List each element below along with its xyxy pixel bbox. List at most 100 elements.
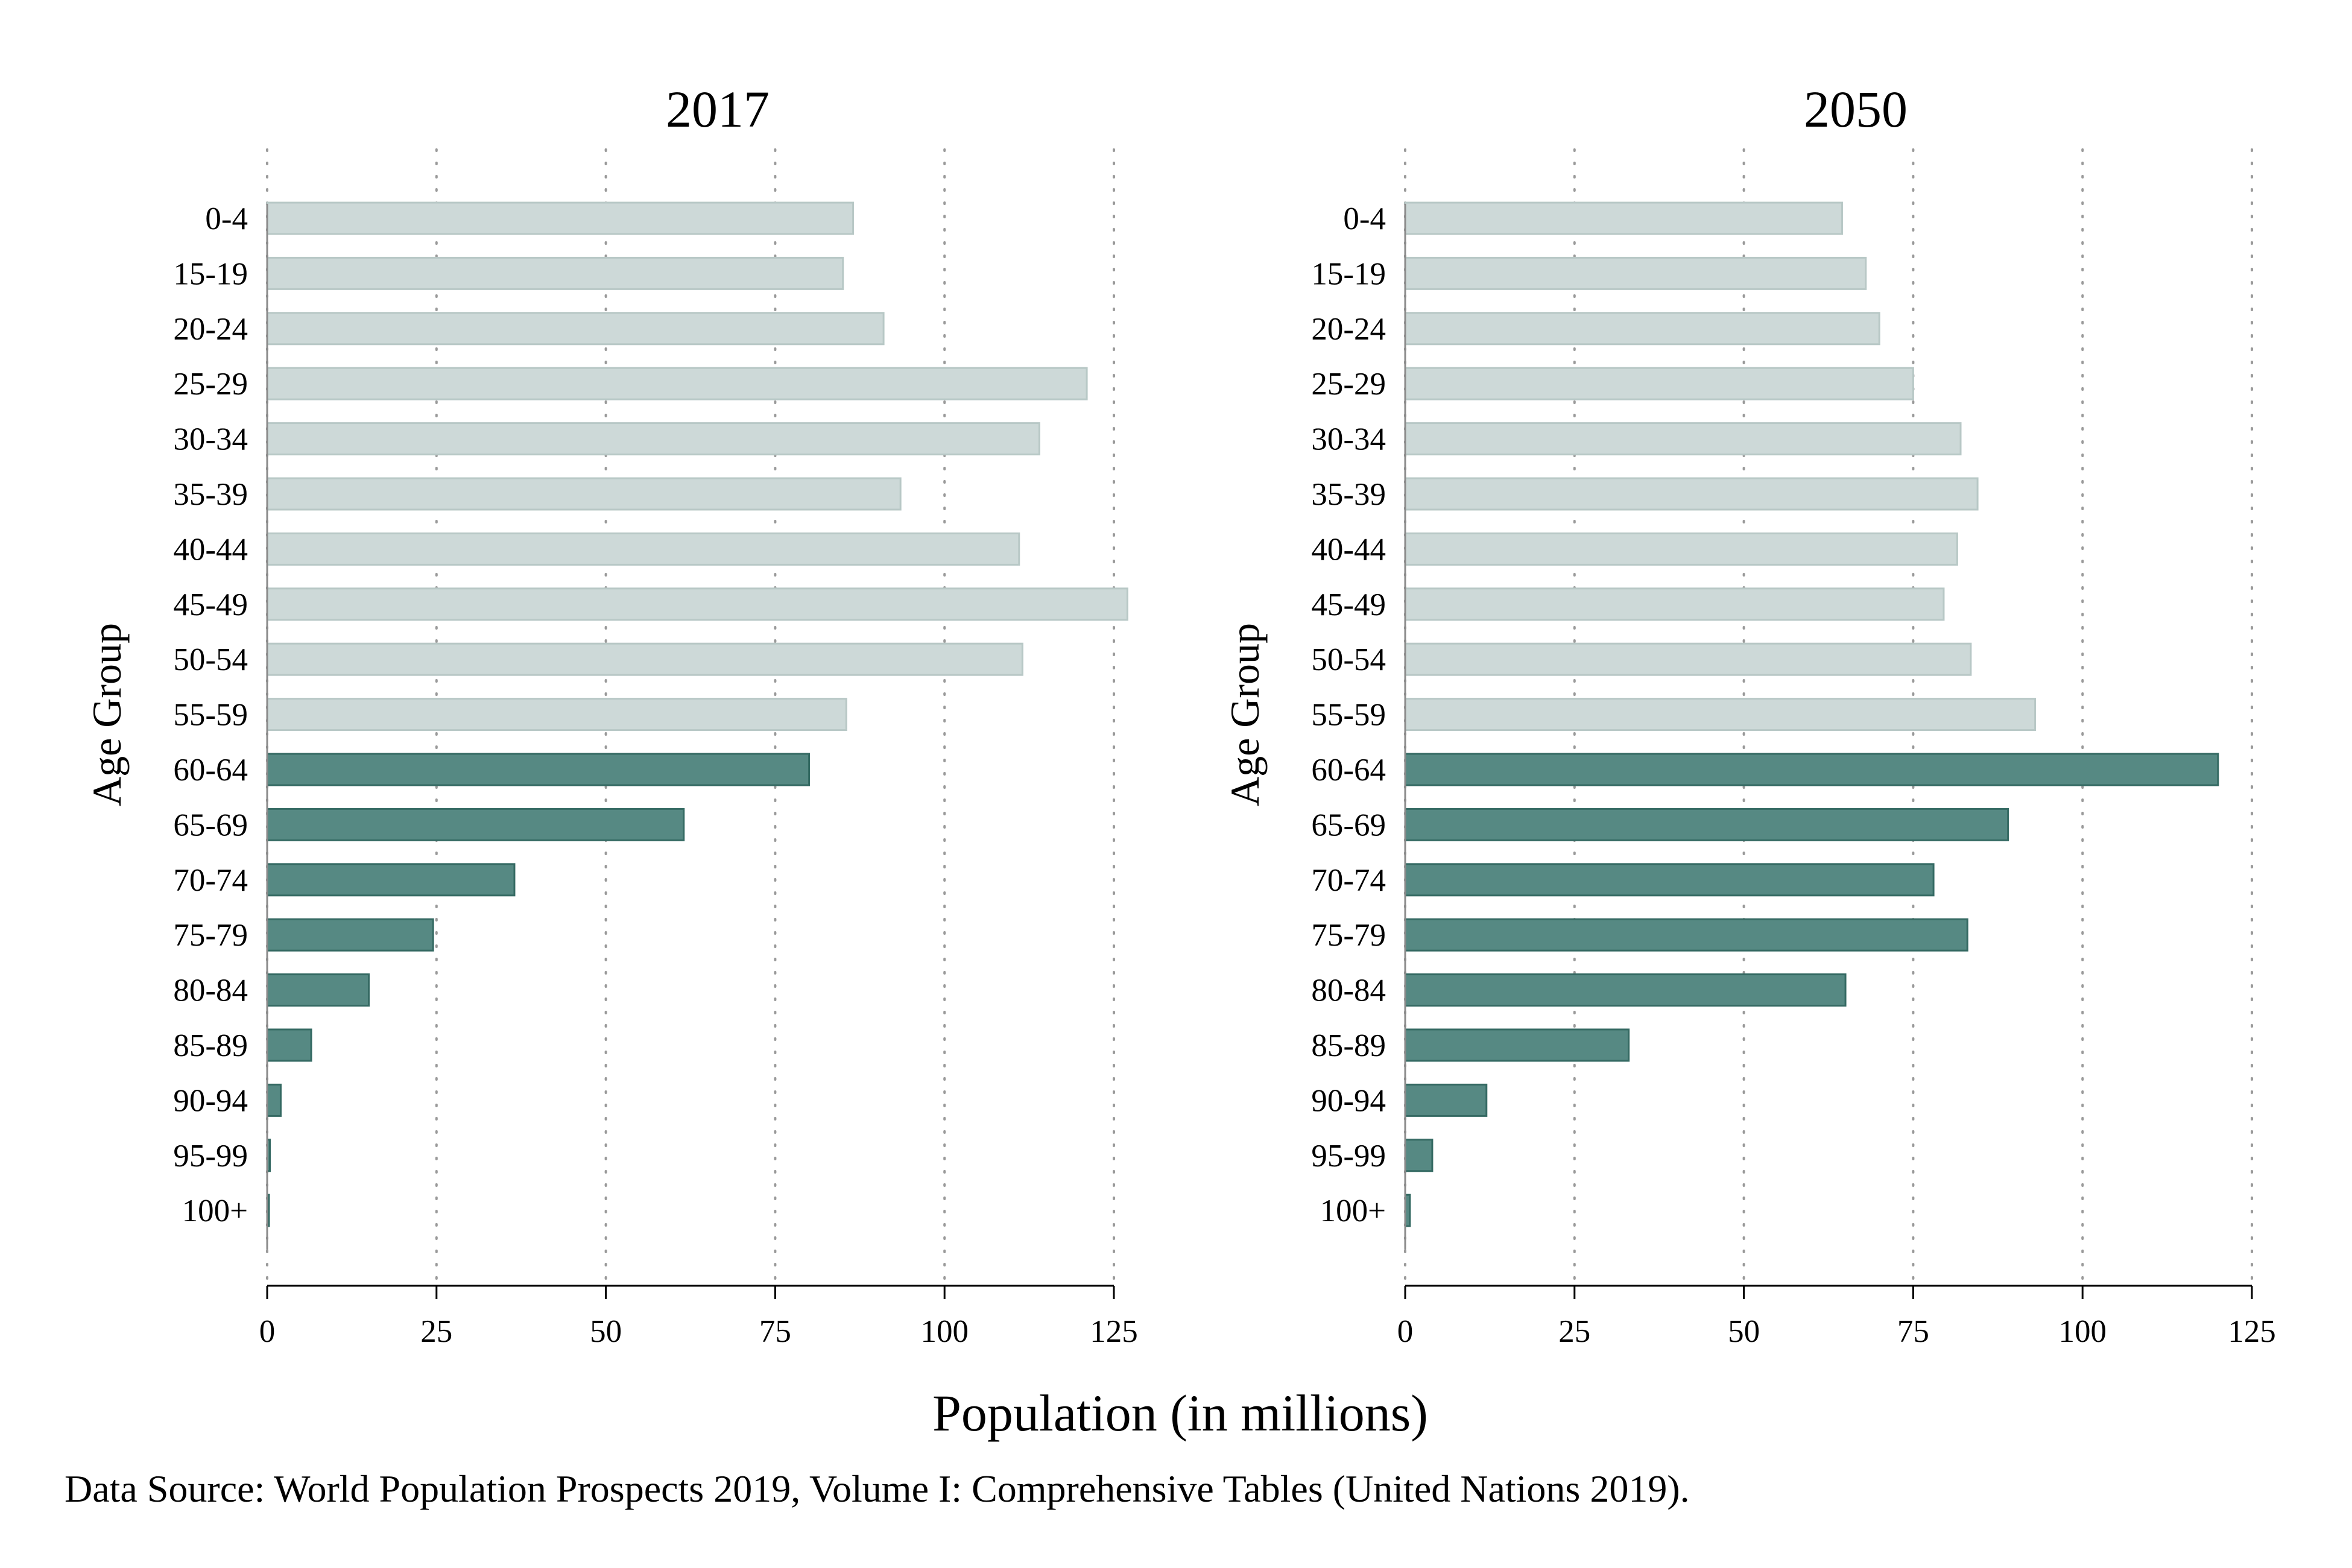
bar [1404,587,1945,621]
bar [266,532,1020,566]
bar [1404,1028,1630,1062]
y-tick-label: 35-39 [173,477,248,512]
bar [266,698,847,732]
bar [266,1028,312,1062]
bar [266,312,885,346]
y-tick-label: 15-19 [173,256,248,291]
x-tick-label: 100 [2058,1314,2107,1349]
panel-2017: 2017 Age Group 0-4 15-19 20-24 25-29 30-34 35… [84,80,1138,1349]
bar [1404,256,1867,290]
bar [1404,753,2219,786]
x-tick-label: 50 [1728,1314,1760,1349]
y-axis-label: Age Group [1222,623,1268,806]
bar [266,863,516,897]
axes [266,204,1115,1299]
y-tick-label: 30-34 [173,422,248,457]
bar [266,642,1023,676]
axes [1404,204,2253,1299]
bar [1404,532,1958,566]
bar [266,367,1088,400]
x-tick-label: 50 [590,1314,622,1349]
bar [266,753,811,786]
bar [266,587,1128,621]
y-tick-label: 0-4 [205,201,248,236]
y-tick-label: 20-24 [1311,312,1386,347]
y-tick-label: 60-64 [1311,753,1386,788]
y-tick-label: 55-59 [1311,698,1386,733]
bars [1404,201,2219,1227]
y-tick-label: 100+ [182,1193,248,1228]
bar [1404,698,2037,732]
y-tick-label: 75-79 [173,918,248,953]
bar [1404,1083,1488,1117]
y-tick-label: 80-84 [1311,973,1386,1008]
panel-title: 2017 [666,80,770,138]
x-tick-label: 75 [1897,1314,1929,1349]
x-axis-label: Population (in millions) [932,1384,1428,1442]
y-tick-label: 0-4 [1343,201,1386,236]
bar [266,256,844,290]
x-tick-label: 25 [1558,1314,1590,1349]
x-tick-label: 0 [259,1314,276,1349]
tick-labels: 0-4 15-19 20-24 25-29 30-34 35-39 40-44 45-49 50… [1311,201,2275,1349]
bar [1404,973,1847,1007]
y-tick-label: 100+ [1320,1193,1386,1228]
y-tick-label: 95-99 [1311,1139,1386,1174]
bar [1404,477,1979,511]
y-tick-label: 90-94 [173,1083,248,1118]
y-tick-label: 45-49 [1311,587,1386,622]
bars [266,201,1128,1227]
tick-labels: 0-4 15-19 20-24 25-29 30-34 35-39 40-44 45-49 50… [173,201,1137,1349]
y-tick-label: 60-64 [173,753,248,788]
bar [266,422,1040,456]
bar [1404,422,1962,456]
x-tick-label: 100 [920,1314,969,1349]
y-tick-label: 35-39 [1311,477,1386,512]
bar [266,973,370,1007]
y-tick-label: 95-99 [173,1139,248,1174]
panel-title: 2050 [1804,80,1908,138]
bar [266,918,434,952]
bar [1404,918,1968,952]
panel-2050: 2050 Age Group 0-4 15-19 20-24 25-29 30-34 35… [1222,80,2276,1349]
bar [1404,367,1914,400]
y-tick-label: 70-74 [1311,863,1386,898]
y-axis-label: Age Group [84,623,130,806]
x-tick-label: 125 [2228,1314,2276,1349]
data-source-note: Data Source: World Population Prospects … [65,1467,1690,1510]
x-tick-label: 125 [1090,1314,1138,1349]
y-tick-label: 50-54 [1311,642,1386,677]
bar [266,808,685,841]
bar [1404,642,1972,676]
x-tick-label: 25 [420,1314,452,1349]
y-tick-label: 65-69 [173,808,248,842]
bar [1404,1139,1434,1172]
y-tick-label: 90-94 [1311,1083,1386,1118]
y-tick-label: 70-74 [173,863,248,898]
y-tick-label: 55-59 [173,698,248,733]
bar [1404,201,1843,235]
bar [266,1083,282,1117]
y-tick-label: 25-29 [173,367,248,402]
y-tick-label: 25-29 [1311,367,1386,402]
x-tick-label: 75 [759,1314,791,1349]
y-tick-label: 15-19 [1311,256,1386,291]
bar [1404,863,1935,897]
bar [1404,808,2009,841]
y-tick-label: 20-24 [173,312,248,347]
y-tick-label: 40-44 [1311,532,1386,567]
y-tick-label: 80-84 [173,973,248,1008]
bar [266,201,855,235]
bar [266,477,902,511]
bar [1404,312,1880,346]
y-tick-label: 30-34 [1311,422,1386,457]
y-tick-label: 50-54 [173,642,248,677]
y-tick-label: 85-89 [173,1028,248,1063]
x-tick-label: 0 [1397,1314,1414,1349]
y-tick-label: 45-49 [173,587,248,622]
y-tick-label: 85-89 [1311,1028,1386,1063]
y-tick-label: 75-79 [1311,918,1386,953]
y-tick-label: 40-44 [173,532,248,567]
y-tick-label: 65-69 [1311,808,1386,842]
